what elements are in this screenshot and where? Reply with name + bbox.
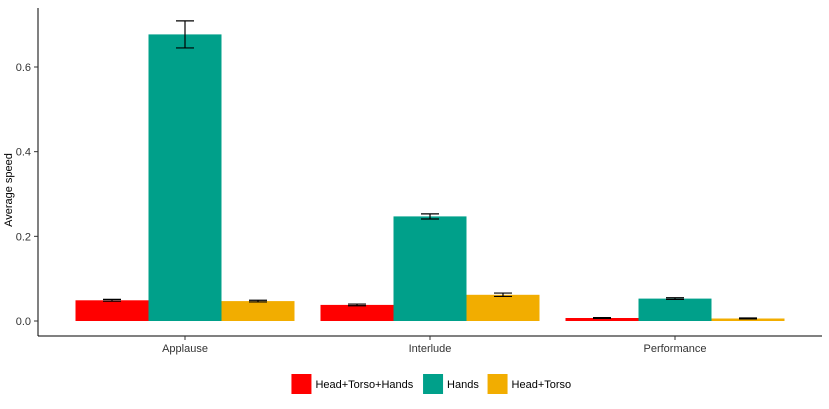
y-tick-label: 0.2 (16, 231, 31, 243)
legend-key-hands (423, 374, 444, 394)
x-tick-label-applause: Applause (162, 343, 208, 355)
x-tick-label-interlude: Interlude (409, 343, 452, 355)
legend-key-head-torso-hands (291, 374, 312, 394)
bar-hands-performance (638, 298, 712, 321)
bar-head-torso-hands-performance (565, 318, 639, 321)
bars-group (75, 34, 785, 322)
y-tick-label: 0.0 (16, 316, 31, 328)
x-tick-label-performance: Performance (644, 343, 707, 355)
bar-hands-interlude (393, 216, 467, 321)
error-bar-head-torso-performance (739, 317, 757, 320)
y-tick-label: 0.4 (16, 147, 31, 159)
bar-hands-applause (148, 34, 222, 322)
legend-label-head-torso-hands: Head+Torso+Hands (315, 379, 413, 391)
error-bar-head-torso-hands-interlude (348, 303, 366, 307)
error-bar-hands-performance (666, 297, 684, 301)
legend-label-head-torso: Head+Torso (512, 379, 572, 391)
y-axis-title: Average speed (3, 153, 15, 227)
bar-head-torso-hands-applause (75, 300, 149, 321)
legend-key-head-torso (487, 374, 508, 394)
error-bar-head-torso-hands-applause (103, 298, 121, 302)
error-bar-hands-interlude (421, 213, 439, 220)
error-bars-group (103, 20, 757, 320)
y-tick-label: 0.6 (16, 62, 31, 74)
error-bar-head-torso-hands-performance (593, 317, 611, 320)
error-bar-hands-applause (176, 20, 194, 49)
x-axis-ticks: Applause Interlude Performance (162, 336, 706, 355)
bar-head-torso-interlude (466, 294, 540, 321)
bar-head-torso-hands-interlude (320, 304, 394, 321)
y-axis-ticks: 0.0 0.2 0.4 0.6 (16, 62, 38, 328)
error-bar-head-torso-applause (249, 299, 267, 303)
legend: Head+Torso+Hands Hands Head+Torso (291, 374, 571, 394)
bar-head-torso-performance (711, 318, 785, 321)
legend-label-hands: Hands (447, 379, 479, 391)
error-bar-head-torso-interlude (494, 292, 512, 298)
bar-head-torso-applause (221, 301, 295, 321)
